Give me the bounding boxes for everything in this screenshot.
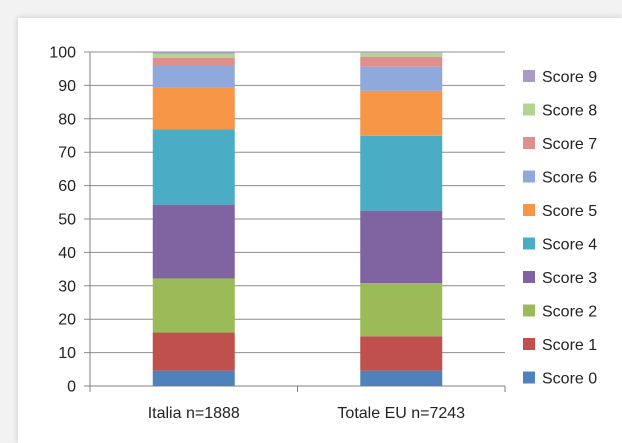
- y-tick-label: 100: [49, 45, 76, 62]
- legend-label: Score 5: [542, 203, 597, 220]
- y-tick-label: 0: [67, 379, 76, 396]
- legend-swatch: [523, 70, 535, 82]
- y-tick-label: 10: [58, 345, 76, 362]
- bar-segment-score-7: [360, 56, 443, 67]
- legend-label: Score 4: [542, 237, 597, 254]
- y-tick-label: 30: [58, 278, 76, 295]
- legend-swatch: [523, 103, 535, 116]
- bar-segment-score-0: [360, 370, 443, 386]
- y-tick-label: 70: [58, 145, 76, 162]
- bar-segment-score-5: [360, 90, 443, 136]
- bar-segment-score-3: [152, 204, 235, 279]
- legend-swatch: [523, 371, 535, 384]
- x-category-label: Italia n=1888: [148, 405, 240, 422]
- y-tick-labels: 0 10 20 30 40 50 60 70 80 90 100: [49, 45, 76, 396]
- x-category-label: Totale EU n=7243: [337, 405, 465, 422]
- legend-swatch: [523, 137, 535, 149]
- y-tick-label: 50: [58, 212, 76, 229]
- legend-label: Score 6: [542, 170, 597, 187]
- bar-segment-score-9: [360, 52, 443, 53]
- y-tick-label: 40: [58, 245, 76, 262]
- legend-swatch: [523, 338, 535, 350]
- bar-segment-score-6: [360, 66, 443, 91]
- y-tick-label: 20: [58, 312, 76, 329]
- x-category-labels: Italia n=1888 Totale EU n=7243: [148, 405, 465, 422]
- legend-swatch: [523, 204, 535, 216]
- stacked-bar-chart: 0 10 20 30 40 50 60 70 80 90 100 Italia n=1888 Tota…: [49, 45, 597, 423]
- bar-segment-score-1: [360, 336, 443, 371]
- legend-label: Score 7: [542, 136, 597, 153]
- legend-swatch: [523, 170, 535, 183]
- legend: Score 9 Score 8 Score 7 Score 6 Score 5 Score…: [523, 69, 597, 388]
- axes: [89, 52, 506, 392]
- bar-segment-score-7: [152, 57, 235, 67]
- legend-label: Score 3: [542, 270, 597, 287]
- bar-segment-score-8: [360, 52, 443, 57]
- bar-segment-score-4: [152, 129, 235, 205]
- bar-segment-score-8: [152, 53, 235, 58]
- chart-card: 0 10 20 30 40 50 60 70 80 90 100 Italia n=1888 Tota…: [18, 18, 622, 443]
- legend-swatch: [523, 304, 535, 317]
- bar-segment-score-1: [152, 332, 235, 371]
- bar-segment-score-2: [152, 278, 235, 333]
- y-tick-label: 60: [58, 178, 76, 195]
- legend-label: Score 8: [542, 103, 597, 120]
- bar-segment-score-2: [360, 283, 443, 337]
- legend-label: Score 0: [542, 371, 597, 388]
- bar-segment-score-6: [152, 66, 235, 88]
- legend-swatch: [523, 237, 535, 250]
- bar-segment-score-4: [360, 135, 443, 211]
- legend-label: Score 2: [542, 304, 597, 321]
- legend-label: Score 1: [542, 337, 597, 354]
- y-tick-label: 90: [58, 78, 76, 95]
- bars: [152, 52, 443, 386]
- legend-label: Score 9: [542, 69, 597, 86]
- bar-segment-score-5: [152, 87, 235, 130]
- bar-segment-score-0: [152, 370, 235, 386]
- legend-swatch: [523, 271, 535, 283]
- bar-segment-score-3: [360, 210, 443, 284]
- y-tick-label: 80: [58, 111, 76, 128]
- bar-segment-score-9: [152, 52, 235, 54]
